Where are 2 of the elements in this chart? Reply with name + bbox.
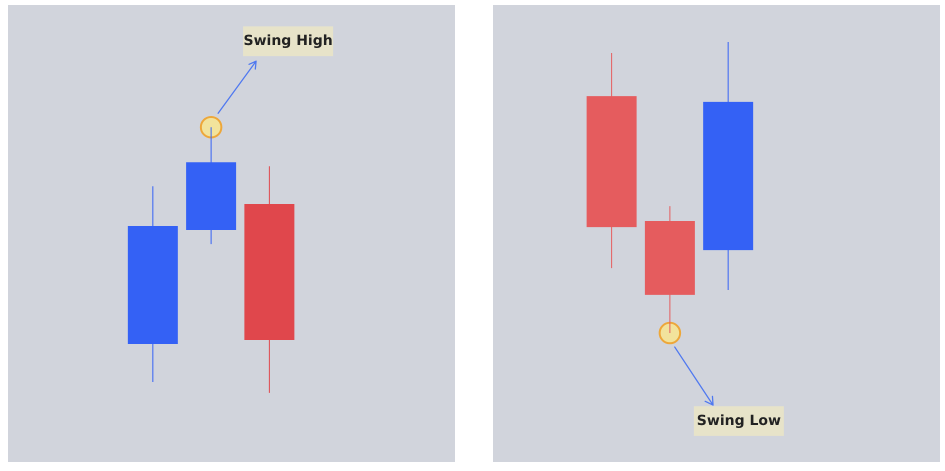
- text: Swing Low: [696, 413, 782, 430]
- text: Swing High: [244, 33, 333, 50]
